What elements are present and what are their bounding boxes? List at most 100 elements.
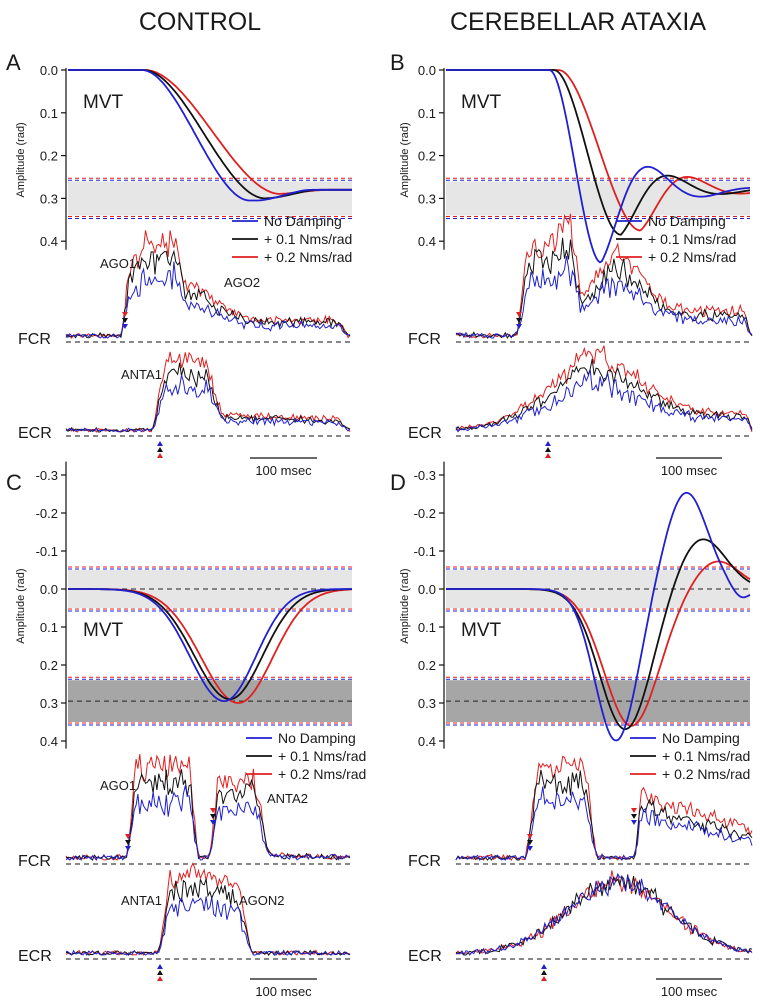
muscle-label-fcr: FCR bbox=[18, 853, 51, 870]
y-tick-label: -0.2 bbox=[414, 506, 436, 521]
onset-marker bbox=[631, 820, 637, 825]
trace-no-damping bbox=[68, 588, 352, 703]
emg-trace bbox=[455, 237, 753, 339]
scale-bar-label: 100 msec bbox=[661, 984, 718, 999]
y-tick-label: 0.0 bbox=[418, 582, 436, 597]
emg-trace bbox=[65, 374, 351, 433]
trace--0-2-nms-rad bbox=[68, 69, 352, 195]
onset-marker bbox=[122, 312, 128, 317]
target-band bbox=[68, 181, 352, 216]
onset-marker bbox=[545, 453, 551, 458]
y-axis-label: Amplitude (rad) bbox=[15, 122, 27, 197]
legend-entry: + 0.2 Nms/rad bbox=[278, 766, 366, 782]
scale-bar-label: 100 msec bbox=[255, 463, 312, 478]
y-axis-label: Amplitude (rad) bbox=[15, 568, 27, 643]
onset-marker bbox=[125, 846, 131, 851]
legend-entry: + 0.1 Nms/rad bbox=[278, 748, 366, 764]
legend-entry: + 0.1 Nms/rad bbox=[648, 231, 736, 247]
emg-trace bbox=[65, 878, 351, 956]
y-tick-label: 0.1 bbox=[40, 106, 58, 121]
emg-trace bbox=[455, 769, 753, 861]
muscle-label-ecr: ECR bbox=[408, 948, 442, 965]
panel-letter-b: B bbox=[390, 50, 405, 75]
onset-marker bbox=[527, 834, 533, 839]
onset-marker bbox=[122, 318, 128, 323]
onset-marker bbox=[541, 976, 547, 981]
emg-trace bbox=[65, 862, 351, 956]
y-tick-label: 0.4 bbox=[40, 734, 58, 749]
emg-c-fcr bbox=[65, 754, 351, 865]
mvt-label: MVT bbox=[461, 620, 502, 641]
onset-marker bbox=[631, 814, 637, 819]
y-tick-label: 0.2 bbox=[418, 658, 436, 673]
y-tick-label: 0.2 bbox=[40, 149, 58, 164]
y-tick-label: 0.3 bbox=[40, 191, 58, 206]
muscle-label-fcr: FCR bbox=[408, 853, 441, 870]
y-tick-label: 0.4 bbox=[418, 234, 436, 249]
emg-trace bbox=[455, 870, 753, 955]
onset-marker bbox=[157, 441, 163, 446]
trace-no-damping bbox=[446, 69, 751, 264]
onset-marker bbox=[157, 964, 163, 969]
scale-bar-label: 100 msec bbox=[661, 463, 718, 478]
onset-marker bbox=[210, 808, 216, 813]
burst-label-ago1: AGO1 bbox=[100, 256, 136, 271]
y-tick-label: 0.0 bbox=[40, 582, 58, 597]
muscle-label-fcr: FCR bbox=[408, 331, 441, 348]
onset-marker bbox=[527, 840, 533, 845]
mvt-label: MVT bbox=[83, 620, 124, 641]
legend-entry: No Damping bbox=[278, 730, 356, 746]
muscle-label-ecr: ECR bbox=[18, 948, 52, 965]
y-tick-label: -0.1 bbox=[36, 544, 58, 559]
onset-marker bbox=[516, 324, 522, 329]
y-tick-label: 0.2 bbox=[418, 149, 436, 164]
burst-label-agon2: AGON2 bbox=[239, 893, 285, 908]
legend-entry: + 0.2 Nms/rad bbox=[662, 766, 750, 782]
onset-marker bbox=[516, 312, 522, 317]
onset-marker bbox=[527, 846, 533, 851]
onset-marker bbox=[631, 808, 637, 813]
onset-marker bbox=[125, 834, 131, 839]
panel-letter-a: A bbox=[6, 50, 21, 75]
emg-trace bbox=[65, 896, 351, 956]
emg-a-fcr bbox=[65, 230, 351, 343]
onset-marker bbox=[210, 814, 216, 819]
target-band bbox=[446, 181, 750, 216]
y-tick-label: 0.2 bbox=[40, 658, 58, 673]
emg-a-ecr bbox=[65, 351, 351, 458]
legend-entry: + 0.2 Nms/rad bbox=[264, 249, 352, 265]
panel-letter-d: D bbox=[390, 470, 406, 495]
mvt-label: MVT bbox=[83, 92, 124, 113]
y-tick-label: 0.0 bbox=[418, 63, 436, 78]
burst-label-ago2: AGO2 bbox=[224, 275, 260, 290]
burst-label-anta1: ANTA1 bbox=[121, 893, 162, 908]
y-tick-label: 0.4 bbox=[40, 234, 58, 249]
burst-label-anta2: ANTA2 bbox=[267, 791, 308, 806]
trace-no-damping bbox=[68, 69, 352, 202]
y-axis-label: Amplitude (rad) bbox=[399, 122, 411, 197]
emg-trace bbox=[455, 874, 753, 956]
onset-marker bbox=[210, 820, 216, 825]
legend-entry: + 0.1 Nms/rad bbox=[264, 231, 352, 247]
burst-label-anta1: ANTA1 bbox=[121, 367, 162, 382]
muscle-label-ecr: ECR bbox=[408, 425, 442, 442]
muscle-label-ecr: ECR bbox=[18, 425, 52, 442]
emg-trace bbox=[65, 261, 351, 339]
y-tick-label: -0.3 bbox=[36, 468, 58, 483]
onset-marker bbox=[157, 970, 163, 975]
legend-entry: + 0.2 Nms/rad bbox=[648, 249, 736, 265]
emg-trace bbox=[455, 369, 753, 433]
onset-marker bbox=[125, 840, 131, 845]
onset-marker bbox=[545, 441, 551, 446]
y-tick-label: 0.3 bbox=[418, 696, 436, 711]
panel-letter-c: C bbox=[6, 470, 22, 495]
legend-entry: No Damping bbox=[662, 730, 740, 746]
y-tick-label: 0.4 bbox=[418, 734, 436, 749]
panel-c bbox=[61, 461, 353, 775]
y-tick-label: 0.1 bbox=[418, 106, 436, 121]
legend-entry: No Damping bbox=[264, 213, 342, 229]
target-band bbox=[68, 680, 352, 722]
onset-marker bbox=[516, 318, 522, 323]
onset-marker bbox=[157, 453, 163, 458]
emg-b-ecr bbox=[455, 345, 753, 458]
